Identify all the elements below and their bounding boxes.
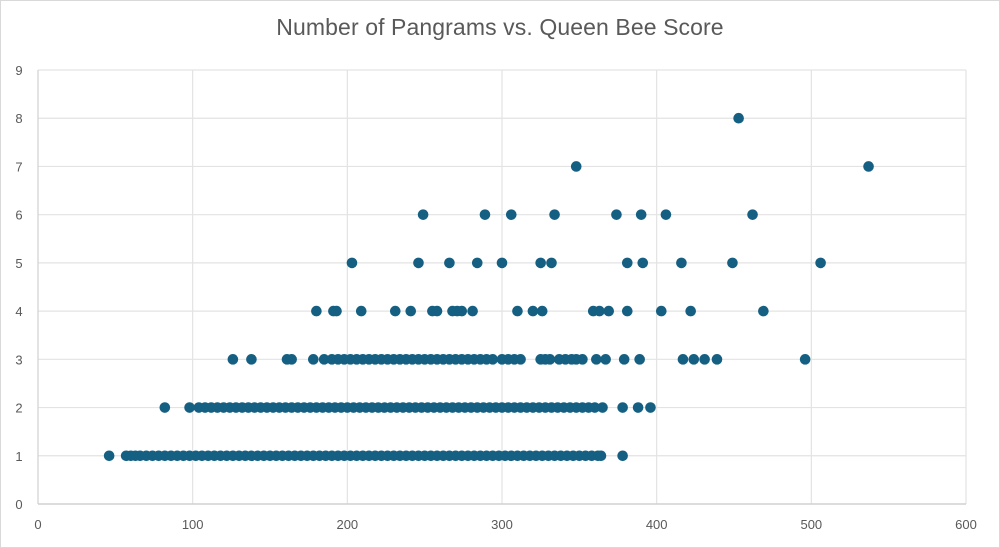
data-point	[621, 257, 633, 269]
x-tick-label: 600	[955, 517, 977, 532]
data-point	[635, 209, 647, 220]
data-point	[456, 305, 468, 317]
data-point	[677, 354, 689, 365]
data-point	[184, 402, 195, 413]
data-point	[699, 354, 710, 365]
data-point	[758, 305, 769, 317]
y-tick-label: 7	[15, 159, 22, 174]
data-point	[594, 305, 605, 317]
y-axis-tick-labels: 0 1 2 3 4 5 6 7 8 9	[15, 63, 22, 512]
data-point	[591, 354, 602, 365]
gridlines	[38, 69, 967, 504]
data-point	[676, 257, 687, 269]
data-points	[103, 112, 874, 462]
data-point	[311, 305, 322, 317]
data-point	[512, 305, 523, 317]
x-tick-label: 400	[646, 517, 668, 532]
data-point	[405, 305, 417, 317]
data-point	[549, 209, 560, 220]
data-point	[515, 354, 526, 365]
data-point	[496, 257, 508, 269]
y-tick-label: 6	[15, 208, 22, 223]
data-point	[246, 354, 257, 365]
data-point	[603, 305, 615, 317]
data-point	[444, 257, 455, 269]
data-point	[355, 305, 367, 317]
data-point	[597, 402, 608, 413]
data-point	[570, 161, 582, 172]
data-point	[815, 257, 826, 269]
data-point	[471, 257, 483, 269]
data-point	[479, 209, 491, 220]
y-tick-label: 9	[15, 63, 22, 78]
y-tick-label: 1	[15, 449, 22, 464]
chart-title: Number of Pangrams vs. Queen Bee Score	[276, 14, 724, 40]
x-tick-label: 200	[336, 517, 358, 532]
data-point	[505, 209, 517, 220]
data-point	[621, 305, 633, 317]
data-point	[346, 257, 358, 269]
data-point	[431, 305, 443, 317]
x-tick-label: 0	[34, 517, 41, 532]
x-tick-label: 500	[800, 517, 822, 532]
data-point	[645, 402, 656, 413]
data-point	[617, 450, 628, 462]
data-point	[159, 402, 171, 413]
data-point	[413, 257, 424, 269]
data-point	[103, 450, 115, 462]
data-point	[637, 257, 649, 269]
y-tick-label: 0	[15, 497, 22, 512]
data-point	[595, 450, 607, 462]
data-point	[688, 354, 700, 365]
data-point	[747, 209, 758, 220]
data-point	[536, 305, 548, 317]
data-point	[685, 305, 696, 317]
data-point	[577, 354, 588, 365]
data-point	[535, 257, 546, 269]
data-point	[660, 209, 672, 220]
data-point	[389, 305, 401, 317]
data-point	[863, 161, 874, 172]
data-point	[600, 354, 611, 365]
y-tick-label: 2	[15, 401, 22, 416]
y-tick-label: 3	[15, 352, 22, 367]
data-point	[618, 354, 630, 365]
data-point	[544, 354, 556, 365]
y-tick-label: 5	[15, 256, 22, 271]
data-point	[611, 209, 622, 220]
data-point	[656, 305, 667, 317]
data-point	[711, 354, 723, 365]
x-tick-label: 300	[491, 517, 513, 532]
data-point	[634, 354, 645, 365]
data-point	[527, 305, 539, 317]
data-point	[546, 257, 557, 269]
data-point	[331, 305, 342, 317]
data-point	[308, 354, 319, 365]
data-point	[467, 305, 478, 317]
data-point	[318, 354, 330, 365]
y-tick-label: 4	[15, 304, 22, 319]
x-axis-tick-labels: 0 100 200 300 400 500 600	[34, 517, 976, 532]
axes	[37, 70, 966, 505]
data-point	[727, 257, 738, 269]
data-point	[733, 112, 744, 124]
data-point	[589, 402, 601, 413]
data-point	[617, 402, 628, 413]
data-point	[286, 354, 297, 365]
data-point	[632, 402, 644, 413]
data-point	[227, 354, 239, 365]
data-point	[799, 354, 811, 365]
data-point	[487, 354, 499, 365]
data-point	[417, 209, 429, 220]
y-tick-label: 8	[15, 111, 22, 126]
x-tick-label: 100	[182, 517, 204, 532]
